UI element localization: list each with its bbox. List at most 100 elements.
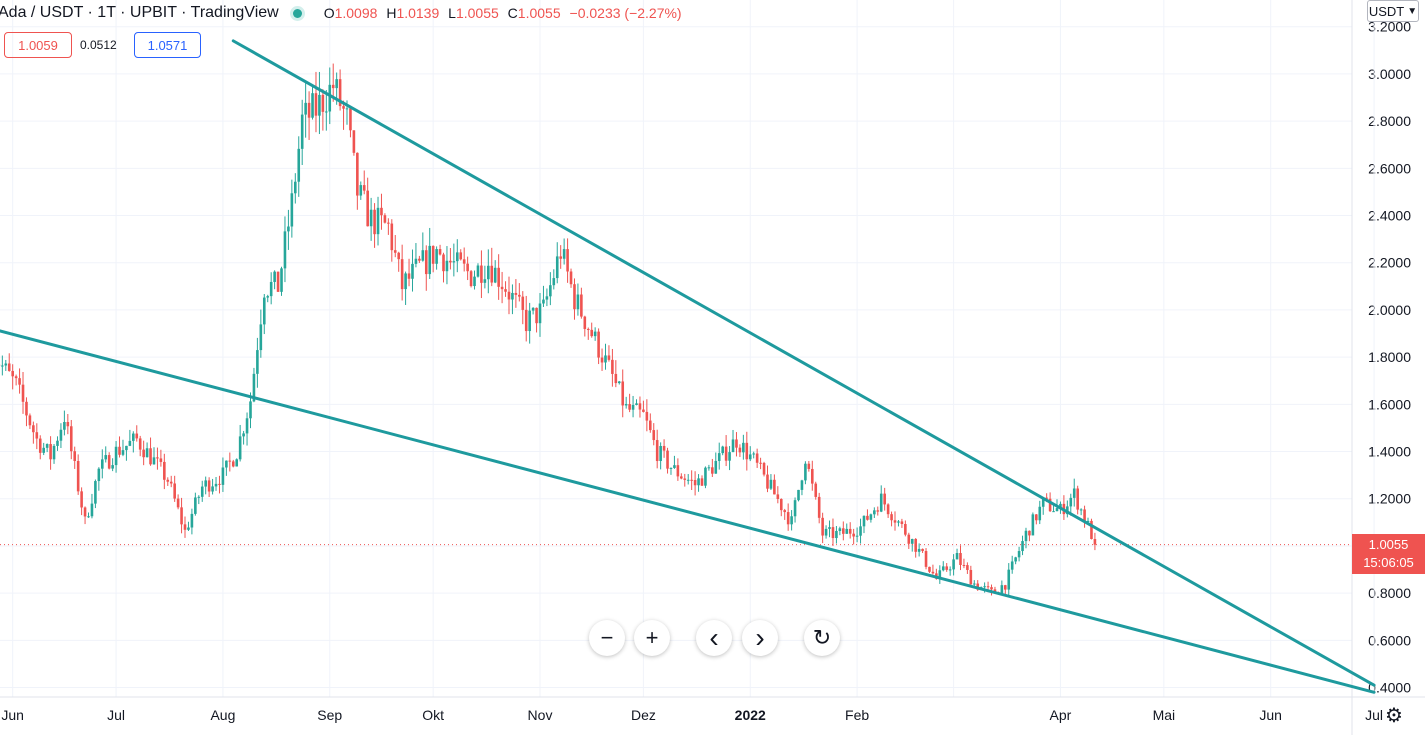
candle-body — [145, 448, 149, 458]
candle-body — [542, 299, 545, 304]
candle-body — [593, 331, 597, 337]
candle-body — [449, 260, 452, 263]
candle-body — [924, 551, 928, 567]
ohlc-values: O1.0098 H1.0139 L1.0055 C1.0055 −0.0233 … — [324, 5, 682, 21]
candle-body — [242, 433, 245, 437]
candle-body — [359, 185, 363, 196]
candle-body — [1004, 585, 1007, 590]
candle-body — [414, 258, 418, 264]
candle-body — [642, 409, 645, 412]
candle-body — [745, 442, 749, 460]
candle-body — [697, 478, 700, 486]
candle-body — [504, 289, 507, 292]
candle-body — [390, 223, 394, 251]
candle-body — [269, 281, 273, 297]
x-axis-tick-label: Jun — [1, 707, 24, 723]
currency-select-value: USDT — [1368, 3, 1405, 19]
candle-body — [107, 455, 111, 469]
candle-body — [276, 271, 280, 292]
candle-body — [962, 565, 966, 567]
candle-body — [907, 534, 911, 544]
candle-body — [118, 446, 121, 455]
candle-body — [114, 446, 118, 466]
candle-body — [835, 530, 838, 539]
candle-body — [211, 486, 214, 492]
candle-body — [325, 111, 328, 113]
candle-body — [221, 467, 225, 485]
candle-body — [993, 589, 997, 593]
candle-body — [1010, 561, 1014, 570]
sell-price-button[interactable]: 1.0059 — [4, 32, 72, 58]
candle-body — [352, 130, 356, 153]
candle-body — [755, 453, 759, 463]
candle-body — [287, 226, 290, 232]
candle-body — [435, 249, 438, 264]
buy-price-button[interactable]: 1.0571 — [134, 32, 201, 58]
candle-body — [383, 215, 387, 223]
high-value: 1.0139 — [396, 5, 440, 21]
candle-body — [214, 483, 218, 487]
candle-body — [35, 432, 39, 439]
reset-chart-button[interactable]: ↻ — [804, 620, 840, 656]
candle-body — [73, 451, 77, 461]
candle-body — [800, 480, 804, 490]
bar-countdown: 15:06:05 — [1363, 555, 1414, 570]
candle-body — [121, 450, 125, 455]
candle-body — [649, 420, 652, 431]
gear-icon: ⚙ — [1385, 704, 1403, 727]
candle-body — [52, 445, 56, 460]
y-axis-tick-label: 1.8000 — [1368, 349, 1411, 365]
candle-body — [149, 448, 152, 465]
candle-body — [700, 478, 704, 486]
candle-body — [76, 460, 80, 492]
candle-body — [180, 507, 183, 525]
candle-body — [728, 452, 731, 461]
candle-body — [824, 528, 828, 536]
zoom-out-button[interactable]: − — [589, 620, 625, 656]
minus-icon: − — [600, 625, 614, 650]
candle-body — [142, 449, 145, 458]
close-value: 1.0055 — [517, 5, 561, 21]
currency-select[interactable]: USDT ▼ — [1367, 0, 1419, 22]
candle-body — [125, 445, 128, 451]
scroll-left-button[interactable]: ‹ — [696, 620, 732, 656]
scroll-right-button[interactable]: › — [742, 620, 778, 656]
candle-body — [597, 331, 600, 358]
candle-body — [566, 249, 569, 272]
candle-body — [690, 479, 693, 481]
candle-body — [893, 520, 897, 523]
candle-body — [969, 569, 973, 585]
candle-body — [256, 350, 259, 374]
y-axis-tick-label: 1.2000 — [1368, 491, 1411, 507]
candle-body — [1083, 509, 1086, 523]
candle-body — [100, 459, 104, 469]
candle-body — [356, 152, 359, 196]
candle-body — [1031, 514, 1035, 536]
settings-button[interactable]: ⚙ — [1383, 704, 1405, 727]
candle-body — [804, 463, 807, 481]
symbol-title[interactable]: Ada / USDT · 1T · UPBIT · TradingView — [0, 4, 279, 21]
candle-body — [207, 480, 211, 492]
candle-body — [49, 444, 52, 460]
candle-body — [528, 310, 531, 332]
candle-body — [873, 510, 876, 515]
candle-body — [166, 479, 170, 482]
candle-body — [280, 268, 283, 292]
x-axis-tick-label: Okt — [422, 707, 444, 723]
candle-body — [397, 252, 400, 260]
candle-body — [845, 528, 849, 534]
y-axis-tick-label: 0.4000 — [1368, 680, 1411, 696]
candle-body — [680, 476, 683, 479]
candle-body — [972, 583, 976, 585]
low-label: L — [448, 5, 456, 21]
candle-body — [783, 510, 787, 513]
candle-body — [848, 528, 852, 534]
zoom-in-button[interactable]: + — [634, 620, 670, 656]
candle-body — [883, 493, 886, 505]
x-axis-tick-label: 2022 — [735, 707, 766, 723]
candle-body — [500, 286, 504, 290]
candle-body — [200, 486, 204, 497]
candle-body — [1045, 497, 1048, 499]
